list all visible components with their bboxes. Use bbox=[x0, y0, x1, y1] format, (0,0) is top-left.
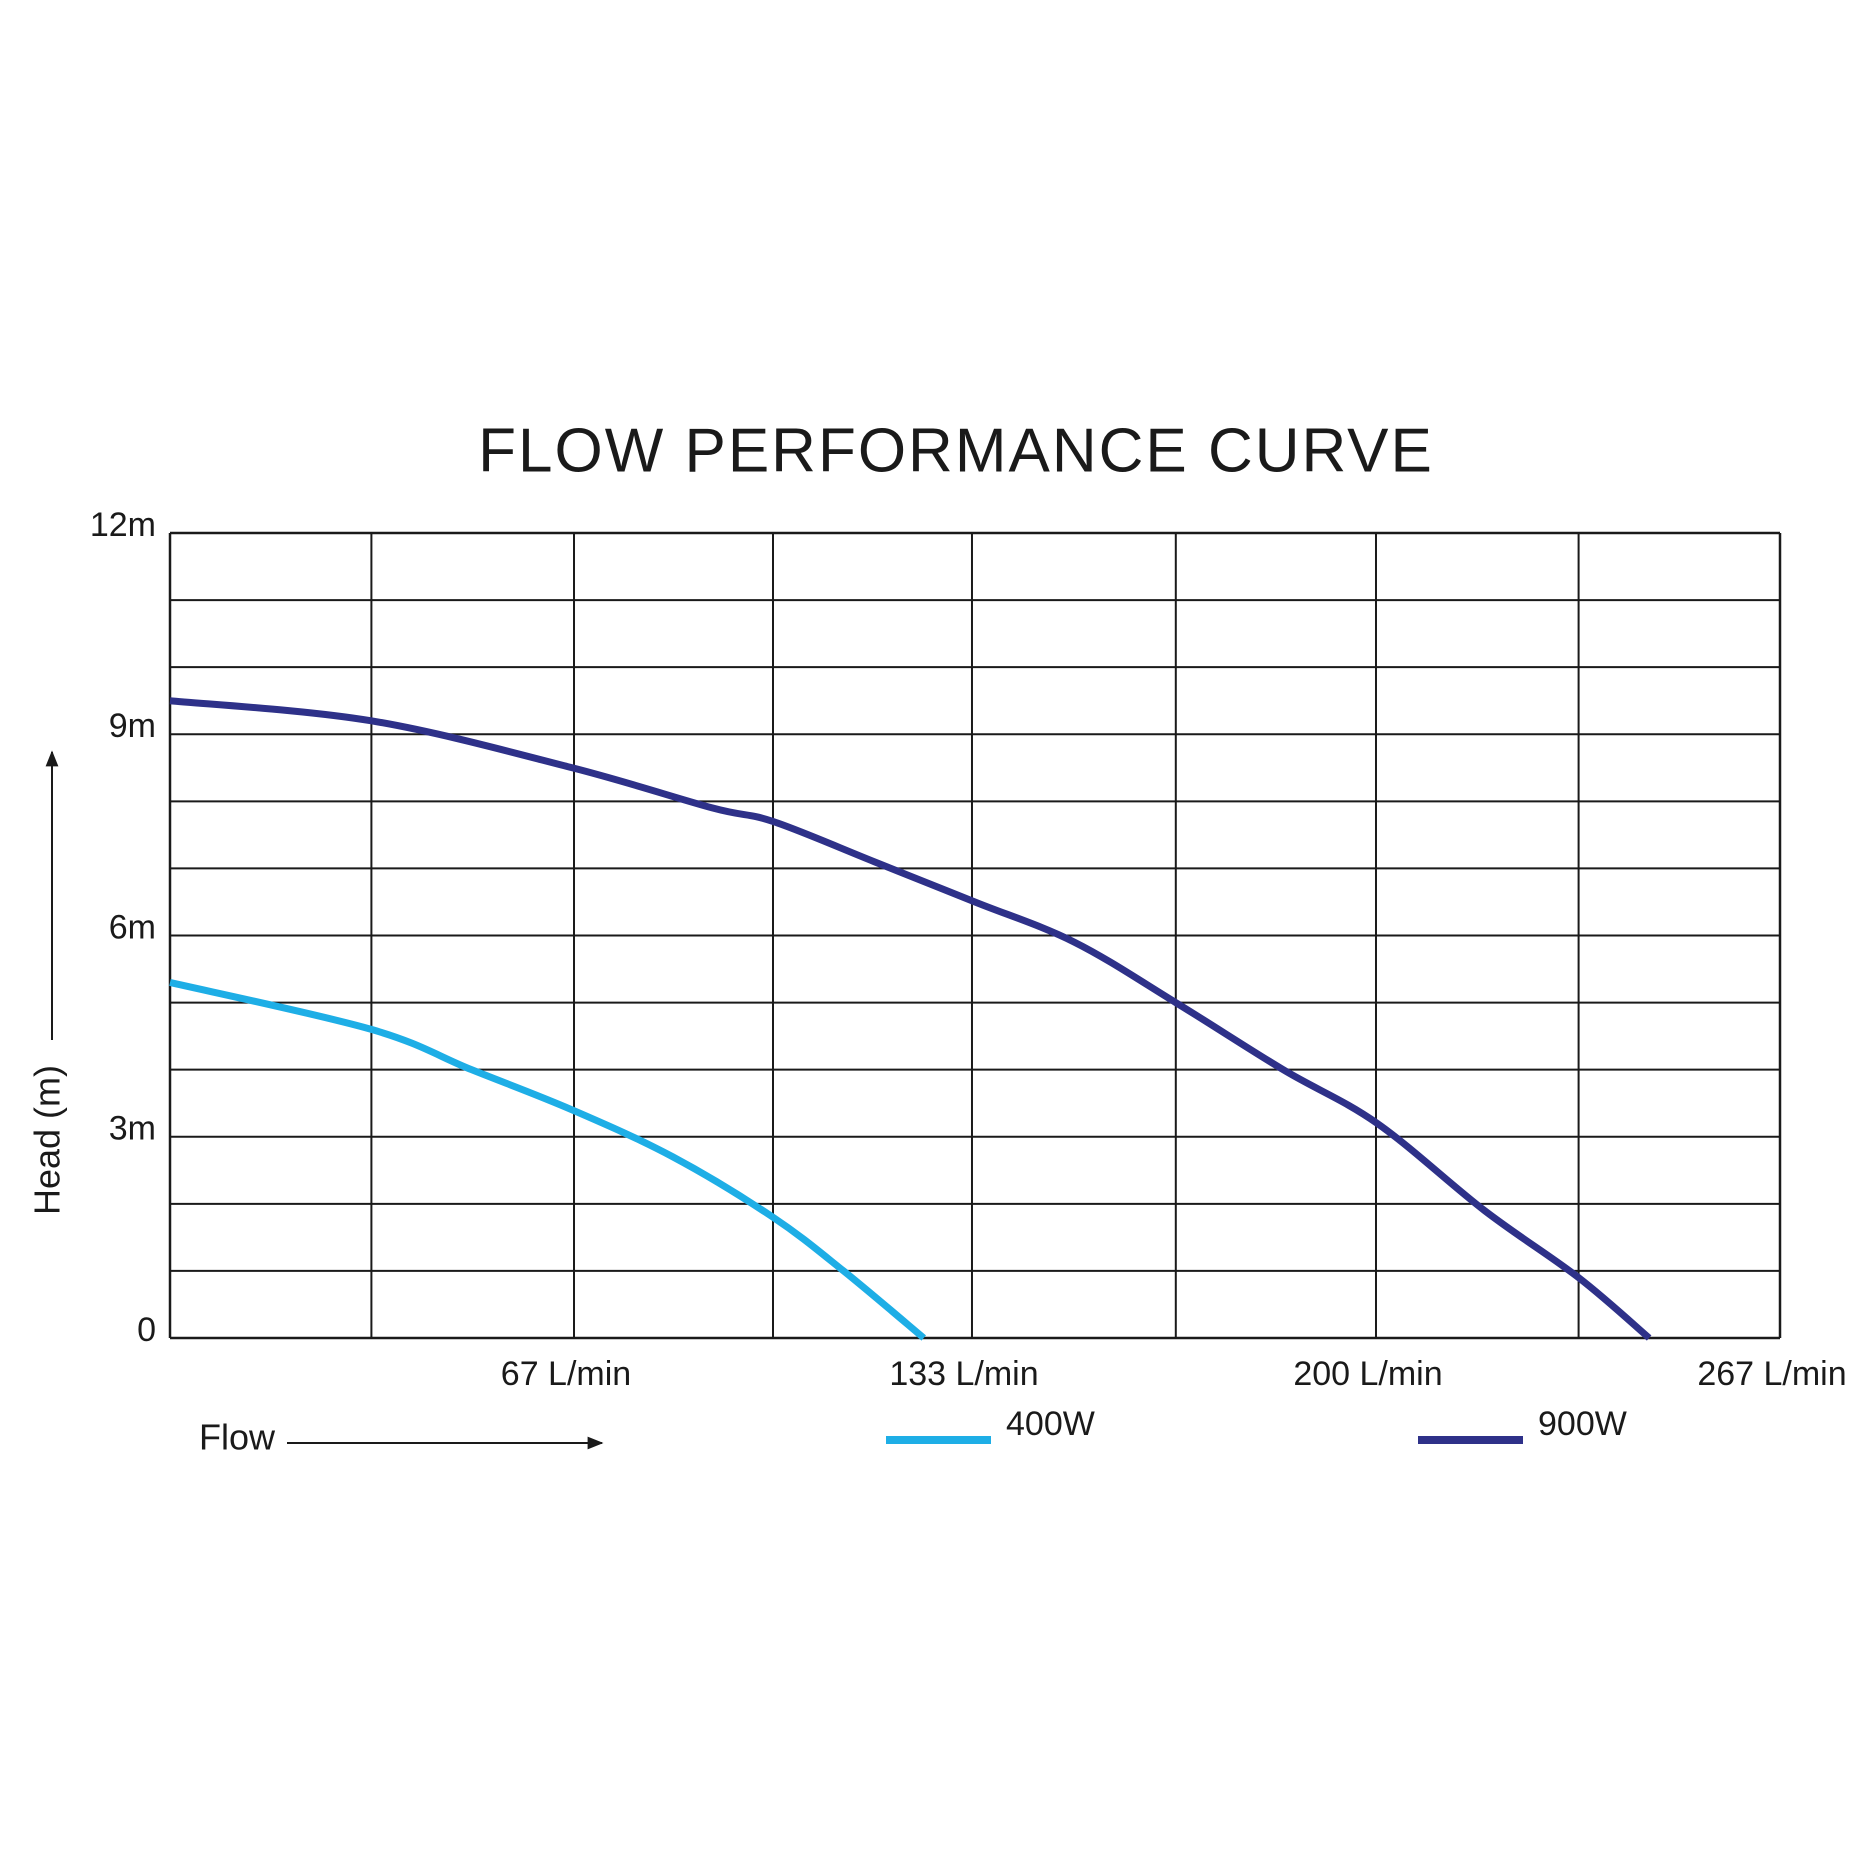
series-line bbox=[169, 979, 926, 1341]
y-tick-label: 12m bbox=[90, 506, 156, 544]
legend-label: 400W bbox=[1006, 1405, 1095, 1443]
y-tick-label: 6m bbox=[109, 908, 156, 946]
y-axis-label: Head (m) bbox=[27, 1065, 68, 1215]
y-tick-label: 3m bbox=[109, 1110, 156, 1148]
x-axis-label: Flow bbox=[199, 1417, 276, 1458]
x-tick-label: 267 L/min bbox=[1697, 1355, 1846, 1393]
chart-title: FLOW PERFORMANCE CURVE bbox=[478, 416, 1434, 485]
y-tick-label: 9m bbox=[109, 707, 156, 745]
legend-label: 900W bbox=[1538, 1405, 1627, 1443]
x-tick-label: 67 L/min bbox=[501, 1355, 631, 1393]
y-tick-label: 0 bbox=[137, 1311, 156, 1349]
x-tick-label: 200 L/min bbox=[1293, 1355, 1442, 1393]
series-line bbox=[169, 697, 1652, 1341]
x-tick-label: 133 L/min bbox=[889, 1355, 1038, 1393]
